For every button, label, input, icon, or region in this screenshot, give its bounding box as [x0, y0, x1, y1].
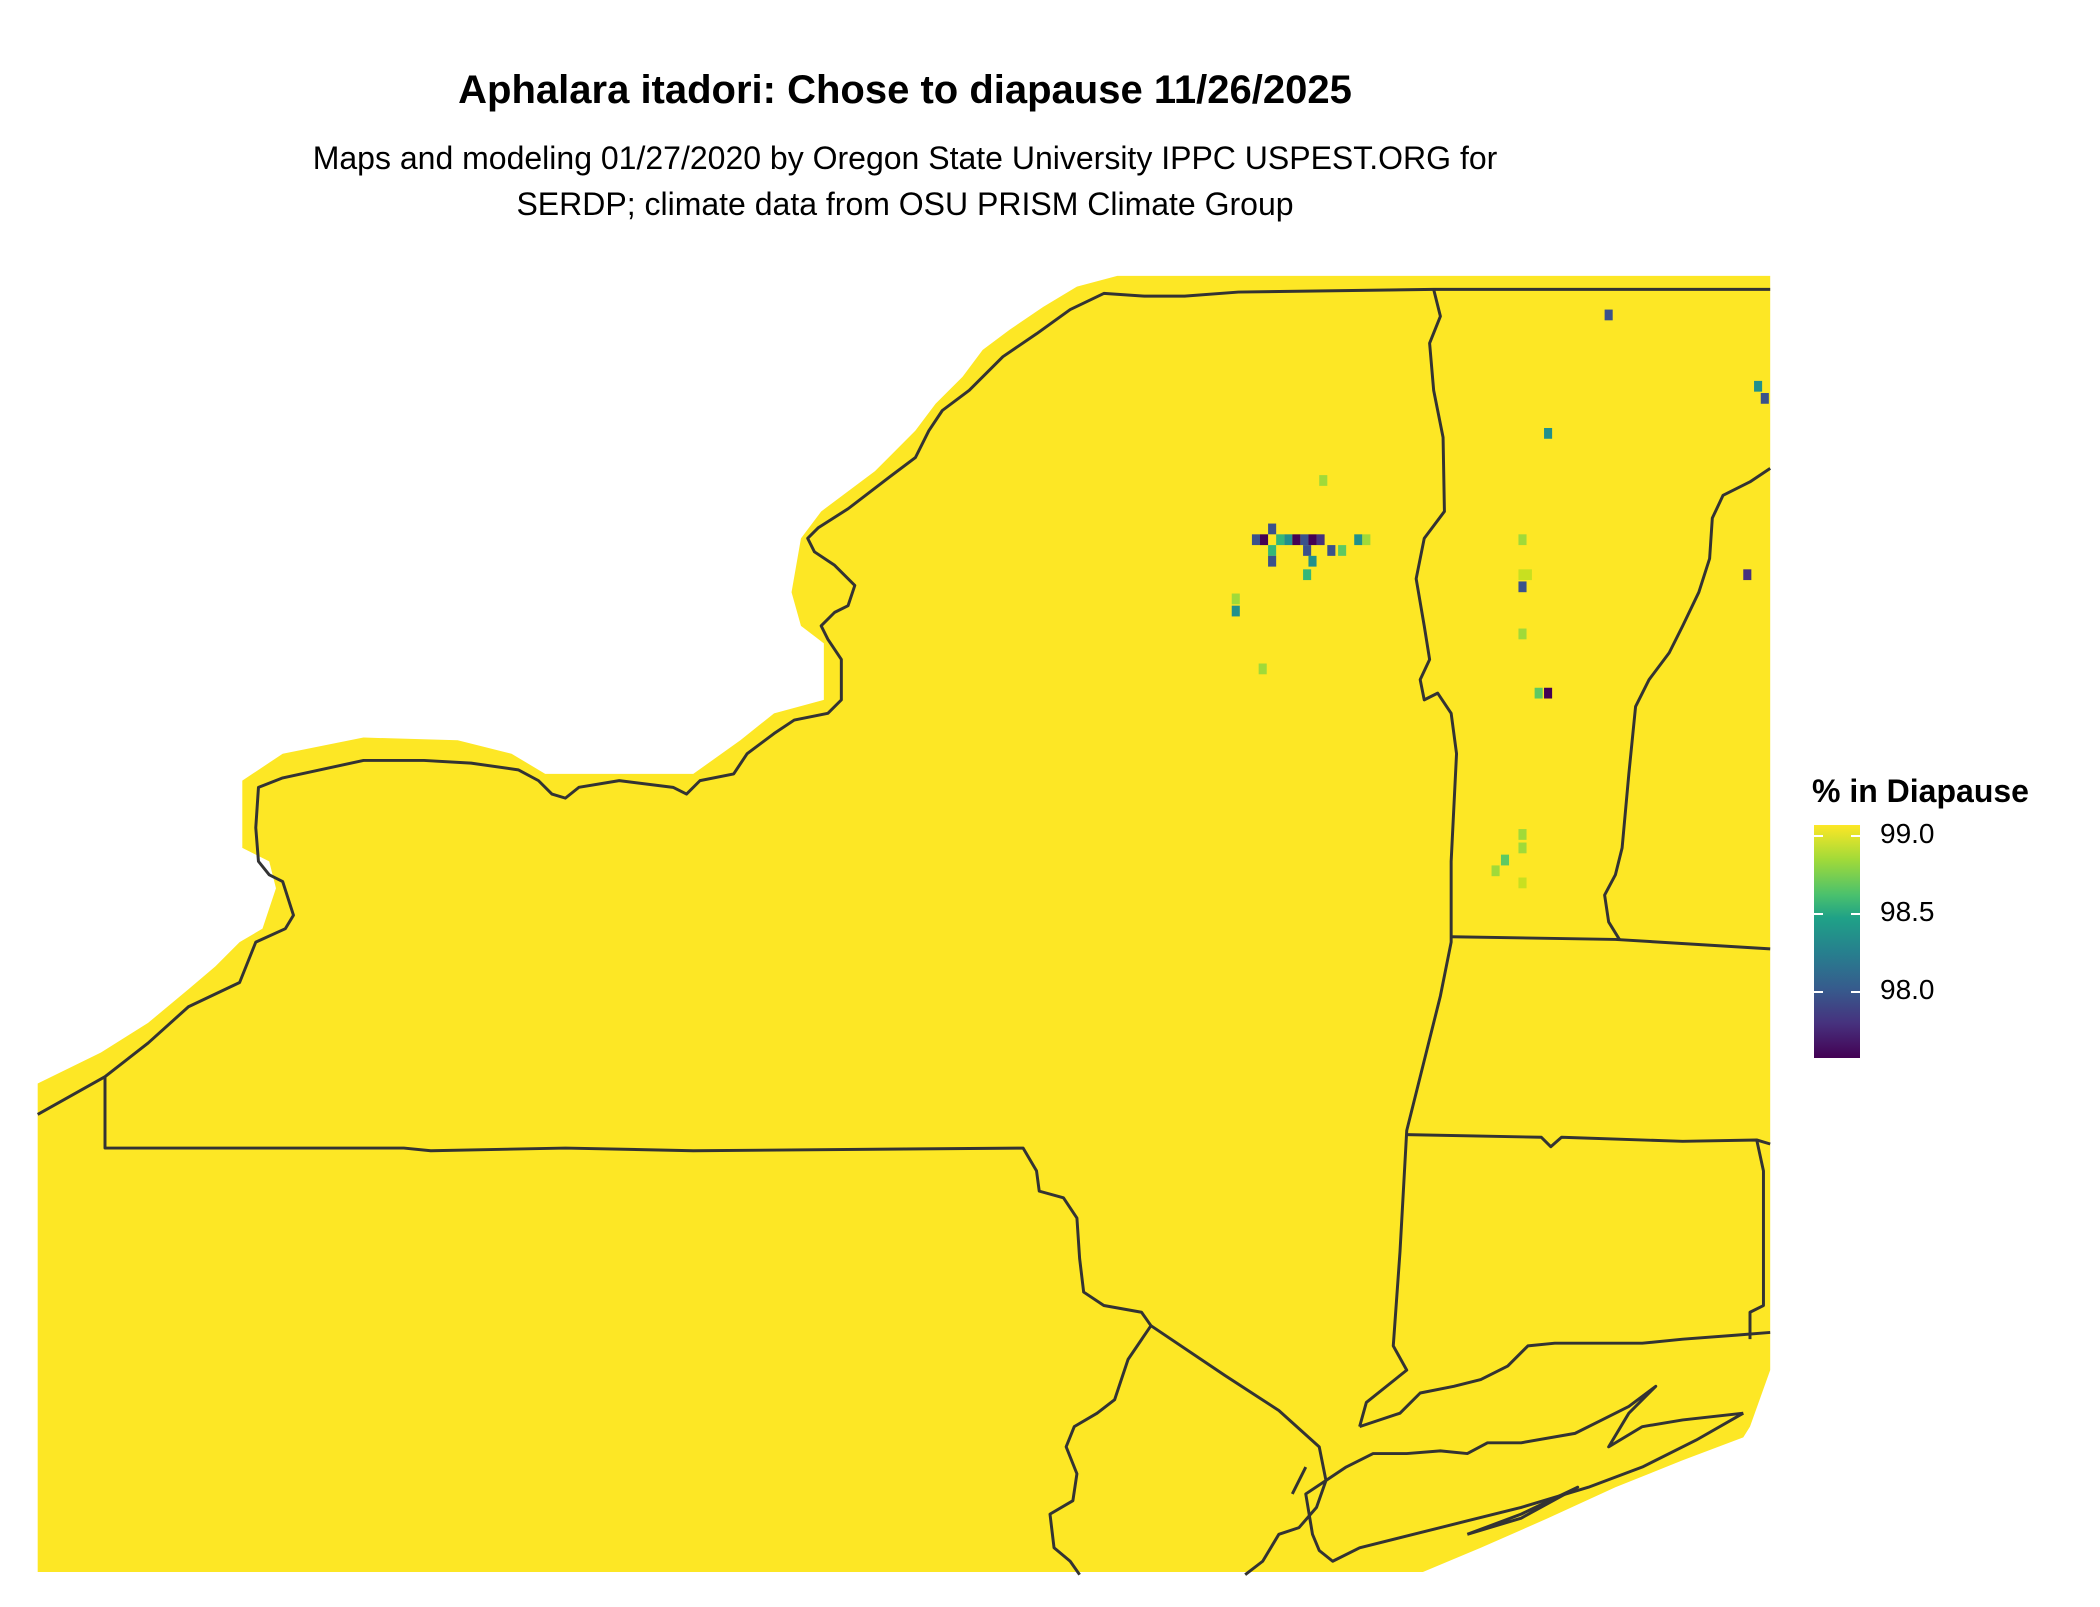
delaware-river: [1048, 1324, 1153, 1576]
nh-vt-border: [1603, 467, 1772, 941]
state-borders: [36, 287, 1772, 1576]
nj-border: [1150, 1324, 1328, 1481]
raster-region: [37, 275, 1771, 1573]
ny-border: [36, 287, 1771, 1116]
long-island-north: [1325, 1384, 1744, 1482]
legend-title: % in Diapause: [1812, 773, 2029, 809]
ny-vt-ma-ct-border: [1358, 289, 1459, 1428]
legend-label-98-5: 98.5: [1880, 896, 1935, 927]
legend-tick-99-0: [1814, 835, 1860, 837]
long-island-south: [1304, 1411, 1745, 1563]
ny-pa-border: [103, 1076, 1153, 1327]
staten-manhattan: [1244, 1466, 1328, 1576]
vt-ma-border: [1451, 935, 1771, 951]
ct-ri-border: [1748, 1139, 1765, 1340]
ct-coast: [1359, 1330, 1771, 1429]
low-diapause-cells: [1231, 309, 1769, 889]
legend-label-98-0: 98.0: [1880, 974, 1935, 1005]
map-subtitle: Maps and modeling 01/27/2020 by Oregon S…: [0, 135, 1810, 227]
fire-island: [1466, 1485, 1580, 1536]
legend-label-99-0: 99.0: [1880, 818, 1935, 849]
subtitle-line-1: Maps and modeling 01/27/2020 by Oregon S…: [312, 140, 1498, 176]
legend-tick-98-5: [1814, 913, 1860, 915]
subtitle-line-2: SERDP; climate data from OSU PRISM Clima…: [516, 186, 1294, 222]
legend-tick-98-0: [1814, 991, 1860, 993]
map-title: Aphalara itadori: Chose to diapause 11/2…: [458, 68, 1352, 112]
legend-colorbar: [1814, 825, 1860, 1058]
